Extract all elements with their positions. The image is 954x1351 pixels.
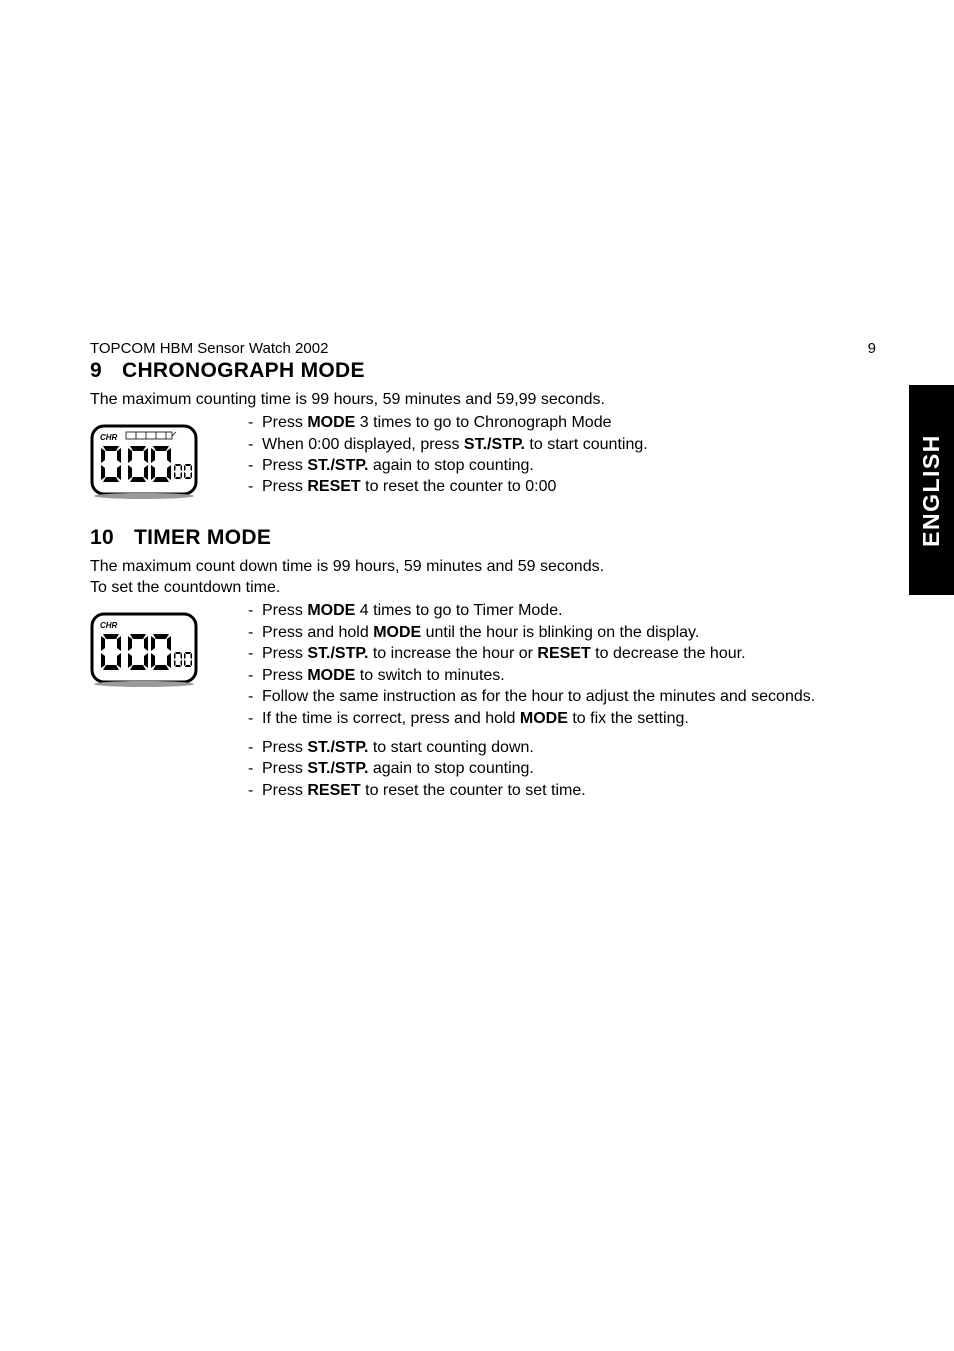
language-tab-label: ENGLISH	[918, 434, 945, 547]
section-heading-timer: 10 TIMER MODE	[90, 526, 880, 550]
section-intro-line: The maximum count down time is 99 hours,…	[90, 556, 880, 577]
bullet-item: -Press MODE to switch to minutes.	[248, 665, 880, 686]
section-number: 9	[90, 359, 102, 383]
lcd-cell: CHR	[90, 600, 248, 688]
bullet-item: -Follow the same instruction as for the …	[248, 686, 880, 707]
timer-bullets: -Press MODE 4 times to go to Timer Mode.…	[248, 600, 880, 801]
section-title: CHRONOGRAPH MODE	[122, 359, 365, 382]
bullet-item: -Press MODE 3 times to go to Chronograph…	[248, 412, 880, 433]
bullet-item: -When 0:00 displayed, press ST./STP. to …	[248, 434, 880, 455]
chronograph-bullets: -Press MODE 3 times to go to Chronograph…	[248, 412, 880, 498]
bullet-item: -Press and hold MODE until the hour is b…	[248, 622, 880, 643]
lcd-icon: CHR	[90, 612, 198, 688]
language-tab: ENGLISH	[909, 385, 954, 595]
lcd-display-chronograph: CHR	[90, 424, 198, 500]
bullet-item: -Press RESET to reset the counter to 0:0…	[248, 476, 880, 497]
bullet-item: -Press ST./STP. again to stop counting.	[248, 758, 880, 779]
bullet-item: -Press ST./STP. to start counting down.	[248, 737, 880, 758]
bullet-item: -Press RESET to reset the counter to set…	[248, 780, 880, 801]
section-number: 10	[90, 526, 114, 550]
section-title: TIMER MODE	[134, 526, 271, 549]
bullet-item: -If the time is correct, press and hold …	[248, 708, 880, 729]
page-header: TOPCOM HBM Sensor Watch 2002 9	[90, 340, 880, 357]
section-intro: The maximum counting time is 99 hours, 5…	[90, 389, 880, 410]
page-content: TOPCOM HBM Sensor Watch 2002 9 9 CHRONOGR…	[90, 340, 880, 801]
bullet-item: -Press ST./STP. again to stop counting.	[248, 455, 880, 476]
lcd-indicator-text: CHR	[100, 433, 118, 442]
lcd-icon: CHR	[90, 424, 198, 500]
page-number: 9	[868, 340, 880, 357]
section-heading-chronograph: 9 CHRONOGRAPH MODE	[90, 359, 880, 383]
lcd-cell: CHR	[90, 412, 248, 500]
chronograph-content: CHR	[90, 412, 880, 500]
bullet-item: -Press ST./STP. to increase the hour or …	[248, 643, 880, 664]
product-name: TOPCOM HBM Sensor Watch 2002	[90, 340, 328, 357]
bullet-item: -Press MODE 4 times to go to Timer Mode.	[248, 600, 880, 621]
timer-content: CHR	[90, 600, 880, 801]
section-intro-line: To set the countdown time.	[90, 577, 880, 598]
lcd-display-timer: CHR	[90, 612, 198, 688]
lcd-indicator-text: CHR	[100, 621, 118, 630]
